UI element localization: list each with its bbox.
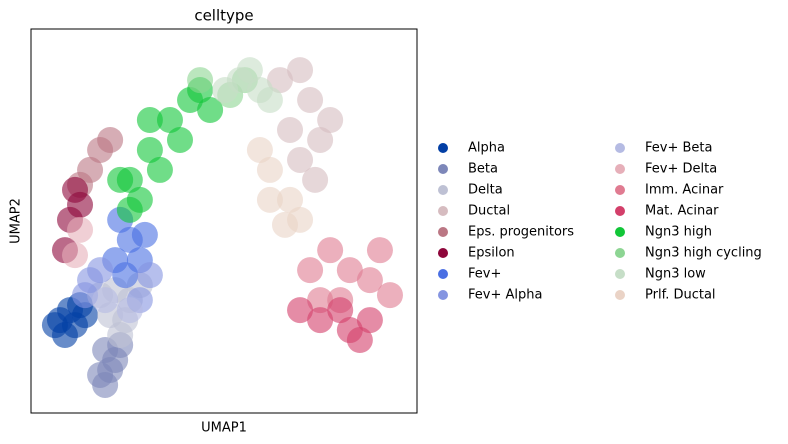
point (136, 262, 163, 289)
point (197, 97, 224, 124)
legend-marker (438, 143, 448, 153)
point (41, 312, 68, 339)
point (156, 107, 183, 134)
legend-label: Fev+ (468, 267, 501, 282)
legend-marker (438, 164, 448, 174)
point (87, 257, 114, 284)
plot-frame (30, 28, 418, 414)
point (287, 57, 314, 84)
point (97, 126, 124, 153)
legend-marker (438, 290, 448, 300)
point (107, 322, 134, 349)
point (327, 297, 354, 324)
legend-label: Ngn3 high cycling (645, 246, 762, 261)
point (136, 136, 163, 163)
point (72, 302, 99, 329)
point (62, 242, 89, 269)
point (277, 116, 304, 143)
point (256, 156, 283, 183)
point (136, 107, 163, 134)
legend-label: Fev+ Delta (645, 162, 717, 177)
point (317, 107, 344, 134)
point (307, 307, 334, 334)
x-axis-label: UMAP1 (201, 421, 247, 436)
point (236, 57, 263, 84)
legend-label: Mat. Acinar (645, 204, 719, 219)
point (131, 221, 158, 248)
legend-marker (615, 290, 625, 300)
point (376, 282, 403, 309)
point (307, 287, 334, 314)
point (297, 87, 324, 114)
point (72, 282, 99, 309)
point (146, 156, 173, 183)
legend-marker (438, 206, 448, 216)
point (366, 237, 393, 264)
point (346, 327, 373, 354)
point (112, 262, 139, 289)
legend-label: Ductal (468, 204, 510, 219)
legend-label: Epsilon (468, 246, 515, 261)
legend-label: Prlf. Ductal (645, 288, 716, 303)
legend-label: Alpha (468, 141, 505, 156)
legend-marker (615, 269, 625, 279)
legend-label: Fev+ Beta (645, 141, 712, 156)
point (317, 237, 344, 264)
legend-marker (438, 185, 448, 195)
point (256, 186, 283, 213)
point (307, 126, 334, 153)
chart-title: celltype (194, 7, 253, 25)
point (297, 257, 324, 284)
legend-label: Ngn3 high (645, 225, 712, 240)
point (107, 166, 134, 193)
point (92, 287, 119, 314)
point (271, 211, 298, 238)
point (166, 126, 193, 153)
point (87, 361, 114, 388)
legend-marker (615, 164, 625, 174)
point (116, 196, 143, 223)
point (266, 67, 293, 94)
y-axis-label: UMAP2 (9, 198, 24, 244)
point (302, 166, 329, 193)
legend-marker (615, 185, 625, 195)
point (116, 297, 143, 324)
point (212, 77, 239, 104)
legend-label: Eps. progenitors (468, 225, 574, 240)
legend-marker (615, 206, 625, 216)
point (287, 146, 314, 173)
legend-marker (615, 143, 625, 153)
legend-label: Beta (468, 162, 498, 177)
point (256, 87, 283, 114)
point (67, 191, 94, 218)
legend-marker (438, 248, 448, 258)
point (356, 307, 383, 334)
legend-marker (615, 227, 625, 237)
point (187, 67, 214, 94)
point (67, 216, 94, 243)
point (356, 267, 383, 294)
legend-label: Imm. Acinar (645, 183, 724, 198)
point (287, 297, 314, 324)
point (246, 136, 273, 163)
point (277, 186, 304, 213)
plot-points (41, 57, 403, 398)
legend-label: Fev+ Alpha (468, 288, 542, 303)
legend-marker (615, 248, 625, 258)
legend-marker (438, 227, 448, 237)
legend-label: Delta (468, 183, 503, 198)
legend-marker (438, 269, 448, 279)
legend-label: Ngn3 low (645, 267, 706, 282)
point (336, 257, 363, 284)
